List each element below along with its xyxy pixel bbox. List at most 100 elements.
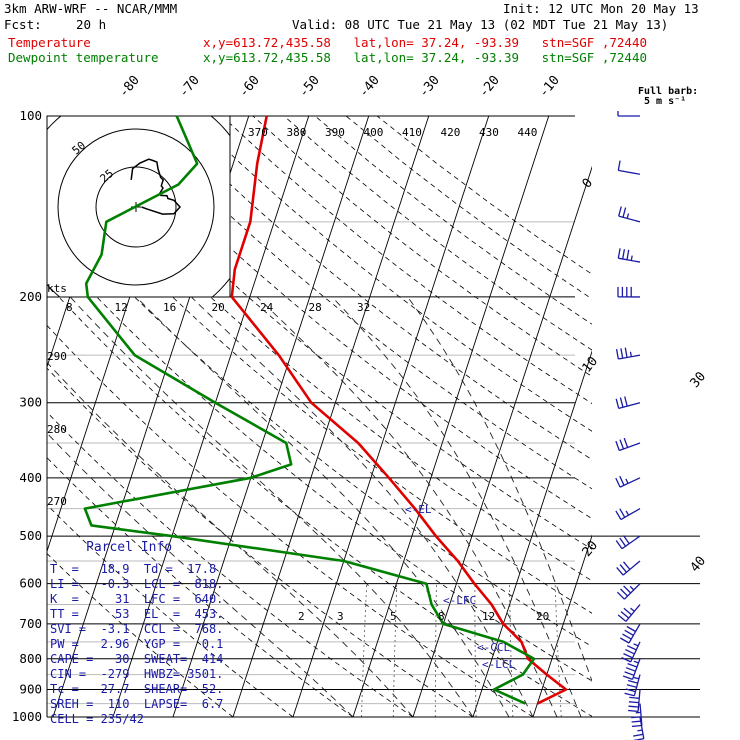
wind-barb: [615, 437, 641, 452]
isotherm-label: 0: [580, 176, 597, 192]
dry-adiabat: [128, 116, 592, 490]
legend-dewpoint: Dewpoint temperature: [8, 50, 159, 65]
wind-barb-feather: [630, 607, 635, 612]
mixing-ratio-line: [361, 583, 368, 718]
mixing-ratio-label: 5: [390, 610, 397, 623]
wind-barb-staff: [639, 703, 643, 726]
full-barb-label: Full barb:: [638, 86, 698, 97]
wind-barb-feather: [622, 207, 627, 218]
hodograph-x-tick: 16: [163, 301, 176, 314]
wind-barb-feather: [615, 348, 619, 360]
parcel-row: SVI = -3.1 CCL = 768.: [50, 622, 224, 636]
wind-barb-staff: [621, 535, 641, 550]
wind-barb-staff: [637, 689, 641, 712]
wind-barb-feather: [619, 439, 625, 450]
wind-barbs: [615, 111, 645, 740]
wind-barb: [617, 248, 641, 263]
mixing-ratio-label: 8: [438, 610, 445, 623]
wind-barb: [631, 703, 643, 728]
wind-barb-staff: [623, 583, 641, 600]
theta-label: 430: [479, 126, 499, 139]
wind-barb-feather: [629, 696, 640, 699]
isotherm-label: 20: [580, 538, 602, 560]
init-time: Init: 12 UTC Mon 20 May 13: [503, 1, 699, 16]
moist-adiabat: [331, 296, 582, 718]
wind-barb: [615, 508, 641, 521]
wind-barb-feather: [623, 607, 632, 616]
moist-adiabat: [47, 361, 414, 718]
parcel-row: LI = -0.3 LCL = 818.: [50, 577, 224, 591]
wind-barb-feather: [633, 660, 639, 664]
wind-barb-staff: [630, 641, 641, 663]
dry-adiabat: [47, 166, 592, 614]
wind-barb-feather: [619, 508, 626, 518]
wind-barb-feather: [627, 662, 638, 668]
wind-barb-feather: [615, 440, 620, 451]
dry-adiabat: [314, 116, 592, 325]
theta-left-label: 290: [47, 350, 67, 363]
wind-barb: [617, 160, 641, 175]
parcel-row: CELL = 235/42: [50, 712, 144, 726]
isotherm-label: 30: [688, 369, 710, 391]
isotherm-label: -20: [476, 73, 503, 101]
isotherm: [412, 165, 592, 718]
isotherm-label: -60: [236, 73, 263, 101]
dry-adiabat: [47, 243, 592, 682]
dry-adiabat: [47, 552, 234, 718]
wind-barb-feather: [624, 692, 635, 697]
dewpoint-line: [83, 115, 536, 705]
wind-barb-feather: [624, 629, 634, 636]
legend-temperature: Temperature: [8, 35, 91, 50]
wind-barb-feather: [625, 478, 629, 484]
wind-barb-staff: [618, 257, 641, 263]
wind-barb: [618, 206, 641, 223]
wind-barb-feather: [622, 249, 626, 260]
wind-barb-feather: [620, 348, 624, 359]
wind-barb-staff: [619, 442, 641, 452]
isotherm: [593, 116, 740, 717]
wind-barb-feather: [629, 585, 635, 591]
parcel-row: SREH = 110 LAPSE= 6.7: [50, 697, 224, 711]
wind-barb-feather: [633, 676, 640, 680]
isotherm-label: 40: [688, 554, 710, 576]
parcel-row: Tc = 27.7 SHEAR= 52.: [50, 682, 224, 696]
hodograph-units: kts: [47, 282, 67, 295]
wind-barb-staff: [618, 402, 641, 410]
theta-label: 410: [402, 126, 422, 139]
pressure-tick-label: 400: [19, 470, 42, 485]
wind-barb-feather: [630, 255, 633, 261]
dry-adiabat: [47, 411, 414, 718]
isotherm: [472, 350, 592, 718]
wind-barb-feather: [620, 588, 629, 597]
pressure-tick-label: 200: [19, 289, 42, 304]
parcel-level-marker: <-LCL: [482, 658, 515, 671]
model-title: 3km ARW-WRF -- NCAR/MMM: [4, 1, 178, 16]
wind-barb-staff: [625, 604, 641, 622]
pressure-tick-label: 500: [19, 528, 42, 543]
isotherm-label: -50: [296, 73, 323, 101]
pressure-tick-label: 800: [19, 651, 42, 666]
wind-barb-feather: [619, 397, 624, 408]
wind-barb: [622, 658, 641, 681]
dry-adiabat: [252, 116, 592, 377]
dry-adiabat: [283, 116, 592, 351]
wind-barb-feather: [619, 475, 625, 486]
isotherm: [653, 116, 740, 717]
hodograph-trace: [130, 158, 182, 215]
isotherm-label: -30: [416, 73, 443, 101]
wind-barb-feather: [616, 566, 624, 576]
isotherm: [292, 116, 490, 718]
parcel-row: T = 18.9 Td = 17.8: [50, 562, 217, 576]
wind-barb: [633, 716, 645, 740]
parcel-row: CAPE = 30 SWEAT= 414: [50, 652, 224, 666]
wind-barb-feather: [618, 206, 622, 217]
theta-label: 380: [287, 126, 307, 139]
wind-barb-feather: [626, 249, 630, 260]
wind-barb-feather: [623, 653, 633, 659]
moist-adiabat: [47, 432, 354, 718]
wind-barb-feather: [617, 614, 627, 622]
wind-barb-feather: [619, 564, 627, 573]
wind-barb: [617, 286, 641, 298]
isotherm-label: -10: [536, 73, 563, 101]
